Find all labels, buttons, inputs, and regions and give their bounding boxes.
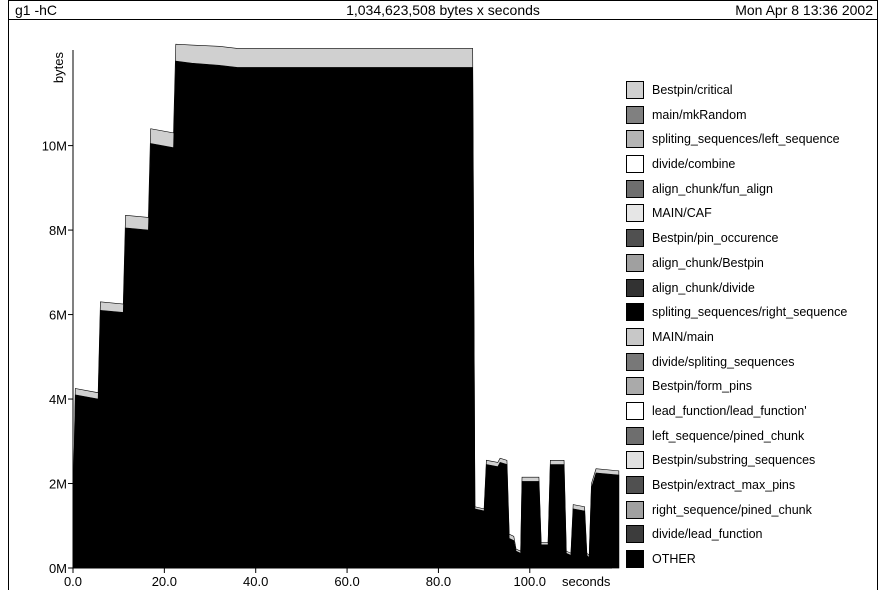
legend-swatch bbox=[626, 130, 644, 149]
legend-label: align_chunk/Bestpin bbox=[652, 255, 764, 270]
y-tick-label: 4M bbox=[49, 392, 67, 407]
legend-label: align_chunk/fun_align bbox=[652, 181, 773, 196]
legend-swatch bbox=[626, 451, 644, 470]
legend-label: Bestpin/substring_sequences bbox=[652, 453, 816, 468]
legend-swatch bbox=[626, 81, 644, 99]
legend-label: spliting_sequences/right_sequence bbox=[652, 305, 848, 320]
chart-title: 1,034,623,508 bytes x seconds bbox=[346, 2, 540, 18]
legend-label: MAIN/main bbox=[652, 329, 714, 344]
x-tick-label: 0.0 bbox=[64, 574, 82, 589]
legend-label: left_sequence/pined_chunk bbox=[652, 428, 805, 443]
legend-swatch bbox=[626, 303, 644, 322]
legend-label: divide/spliting_sequences bbox=[652, 354, 795, 369]
heap-profile-chart: 0M 2M 4M 6M 8M 10M 0.0 20.0 40.0 60.0 80.0 100.0 sec… bbox=[42, 43, 620, 589]
legend-swatch bbox=[626, 500, 644, 519]
y-axis-label: bytes bbox=[51, 52, 66, 84]
x-tick-label: 80.0 bbox=[426, 574, 451, 589]
y-tick-label: 6M bbox=[49, 308, 67, 323]
timestamp: Mon Apr 8 13:36 2002 bbox=[735, 2, 873, 18]
legend-swatch bbox=[626, 550, 644, 569]
x-tick-label: 40.0 bbox=[243, 574, 268, 589]
legend-swatch bbox=[626, 179, 644, 198]
x-tick-label: 20.0 bbox=[152, 574, 177, 589]
legend-label: Bestpin/extract_max_pins bbox=[652, 478, 796, 492]
legend-swatch bbox=[626, 525, 644, 544]
legend-swatch bbox=[626, 278, 644, 297]
legend-label: MAIN/CAF bbox=[652, 206, 712, 221]
legend-swatch bbox=[626, 401, 644, 420]
series-area-other bbox=[72, 60, 620, 569]
legend-label: main/mkRandom bbox=[652, 107, 747, 122]
legend-label: align_chunk/divide bbox=[652, 280, 755, 295]
x-axis-label: seconds bbox=[562, 574, 611, 589]
legend-label: lead_function/lead_function' bbox=[652, 403, 807, 418]
legend-swatch bbox=[626, 253, 644, 272]
chart-header: g1 -hC 1,034,623,508 bytes x seconds Mon… bbox=[8, 0, 878, 20]
legend-label: divide/lead_function bbox=[652, 527, 763, 542]
legend-swatch bbox=[626, 352, 644, 371]
legend-swatch bbox=[626, 155, 644, 174]
y-tick-label: 0M bbox=[49, 561, 67, 576]
legend-swatch bbox=[626, 229, 644, 248]
y-tick-label: 8M bbox=[49, 223, 67, 238]
legend-swatch bbox=[626, 204, 644, 223]
legend-swatch bbox=[626, 327, 644, 346]
x-tick-label: 100.0 bbox=[514, 574, 547, 589]
legend-swatch bbox=[626, 377, 644, 396]
x-tick-label: 60.0 bbox=[334, 574, 359, 589]
legend-label: right_sequence/pined_chunk bbox=[652, 502, 812, 517]
y-tick-label: 10M bbox=[42, 139, 67, 154]
legend-label: Bestpin/critical bbox=[652, 83, 733, 97]
legend-label: OTHER bbox=[652, 552, 696, 567]
y-tick-label: 2M bbox=[49, 477, 67, 492]
legend-label: spliting_sequences/left_sequence bbox=[652, 132, 840, 147]
chart-frame: 0M 2M 4M 6M 8M 10M 0.0 20.0 40.0 60.0 80.0 100.0 sec… bbox=[8, 20, 878, 590]
legend-label: divide/combine bbox=[652, 157, 736, 172]
legend-swatch bbox=[626, 476, 644, 494]
legend-label: Bestpin/form_pins bbox=[652, 379, 753, 394]
legend-swatch bbox=[626, 105, 644, 124]
legend-swatch bbox=[626, 426, 644, 445]
program-name: g1 -hC bbox=[15, 2, 58, 18]
legend-label: Bestpin/pin_occurence bbox=[652, 231, 779, 246]
